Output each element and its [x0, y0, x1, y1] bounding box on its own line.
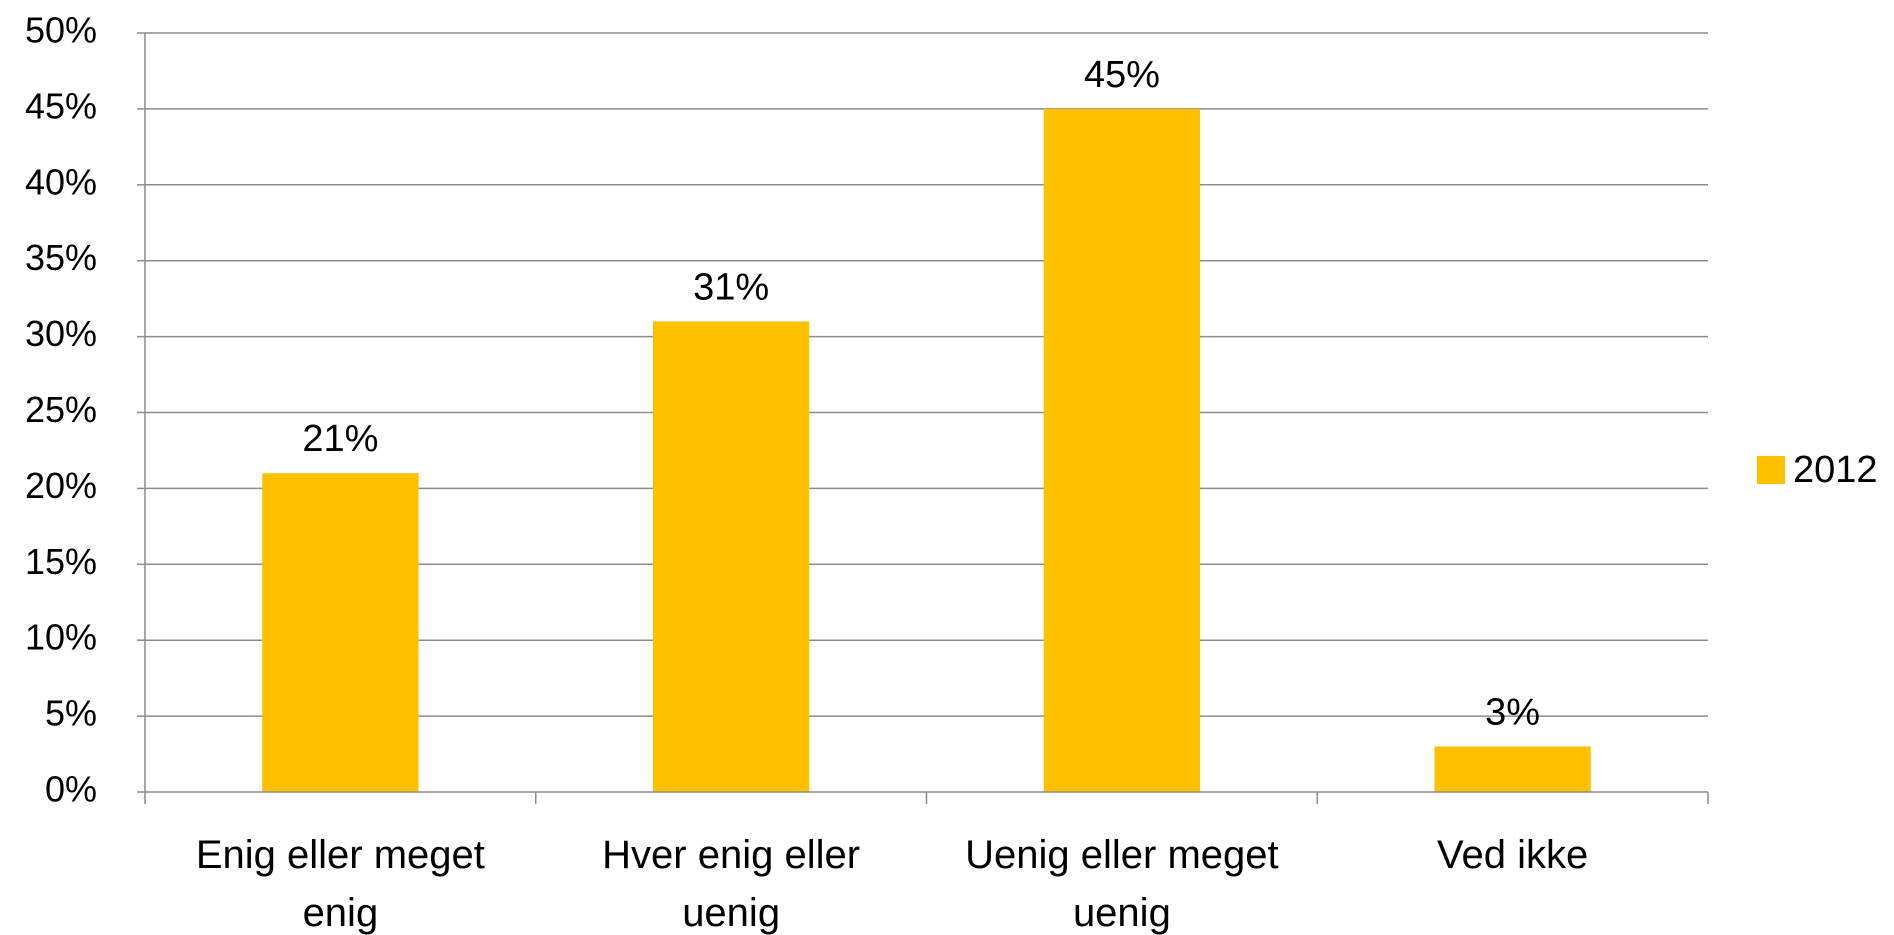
bar	[652, 321, 810, 792]
legend-swatch	[1757, 456, 1785, 484]
x-tick-label: enig	[303, 891, 379, 935]
x-tick-label: uenig	[682, 891, 780, 935]
bars	[262, 108, 1591, 792]
data-labels: 21% 31% 45% 3%	[302, 54, 1540, 734]
data-label: 21%	[302, 418, 378, 460]
y-tick-label: 5%	[45, 693, 97, 734]
legend: 2012	[1757, 449, 1878, 491]
data-label: 45%	[1084, 54, 1160, 96]
y-tick-label: 50%	[25, 10, 97, 51]
y-tick-label: 25%	[25, 389, 97, 430]
bar	[262, 473, 419, 792]
bar	[1043, 108, 1201, 792]
bar	[1434, 746, 1591, 792]
y-tick-label: 45%	[25, 85, 97, 126]
y-tick-label: 0%	[45, 769, 97, 810]
y-tick-label: 10%	[25, 617, 97, 658]
legend-label: 2012	[1793, 449, 1878, 491]
y-tick-label: 35%	[25, 237, 97, 278]
x-tick-label: uenig	[1073, 891, 1171, 935]
axes	[137, 32, 1709, 804]
x-tick-label: Enig eller meget	[196, 833, 485, 877]
x-tick-label: Uenig eller meget	[965, 833, 1279, 877]
data-label: 3%	[1485, 691, 1540, 733]
x-tick-label: Hver enig eller	[602, 833, 860, 877]
y-tick-label: 20%	[25, 465, 97, 506]
y-axis-tick-labels: 0% 5% 10% 15% 20% 25% 30% 35% 40% 45% 50%	[25, 10, 97, 810]
x-tick-label: Ved ikke	[1437, 833, 1588, 877]
y-tick-label: 30%	[25, 313, 97, 354]
x-axis-tick-labels: Enig eller meget enig Hver enig eller uenig…	[196, 833, 1588, 935]
y-tick-label: 40%	[25, 161, 97, 202]
data-label: 31%	[693, 266, 769, 308]
y-tick-label: 15%	[25, 541, 97, 582]
